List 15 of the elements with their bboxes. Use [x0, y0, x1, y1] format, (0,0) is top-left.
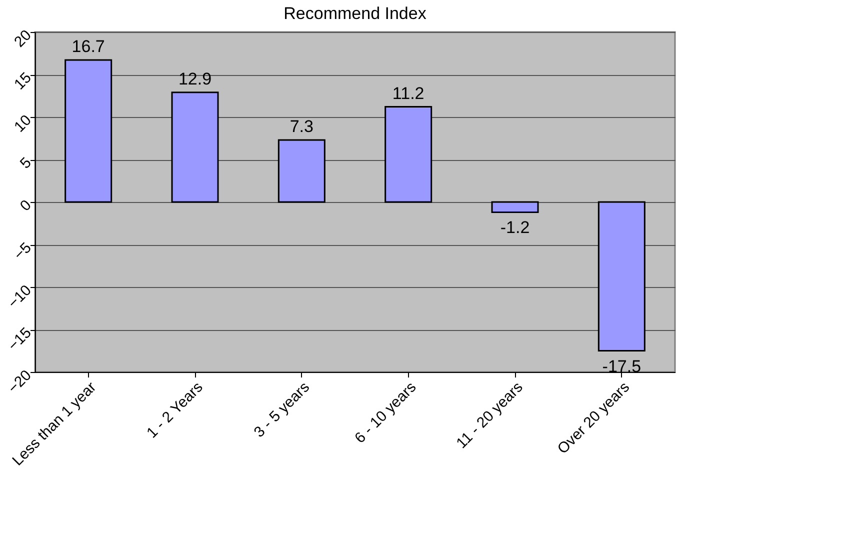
y-tick-label: −5 [10, 239, 35, 264]
data-label: 11.2 [392, 84, 424, 103]
data-label: 16.7 [72, 37, 105, 56]
data-label: -17.5 [602, 356, 642, 376]
y-tick-label: 0 [16, 196, 35, 215]
y-tick-label: 20 [11, 26, 35, 51]
y-tick-label: −10 [4, 282, 35, 312]
data-label: -1.2 [500, 218, 530, 238]
data-label: 7.3 [290, 116, 314, 136]
y-tick-label: −20 [4, 366, 35, 397]
y-tick-label: 10 [11, 112, 35, 136]
y-tick-label: 5 [16, 154, 35, 172]
y-tick-label: 15 [11, 69, 35, 94]
chart-title: Recommend Index [284, 4, 427, 24]
y-tick-label: −15 [4, 324, 35, 354]
